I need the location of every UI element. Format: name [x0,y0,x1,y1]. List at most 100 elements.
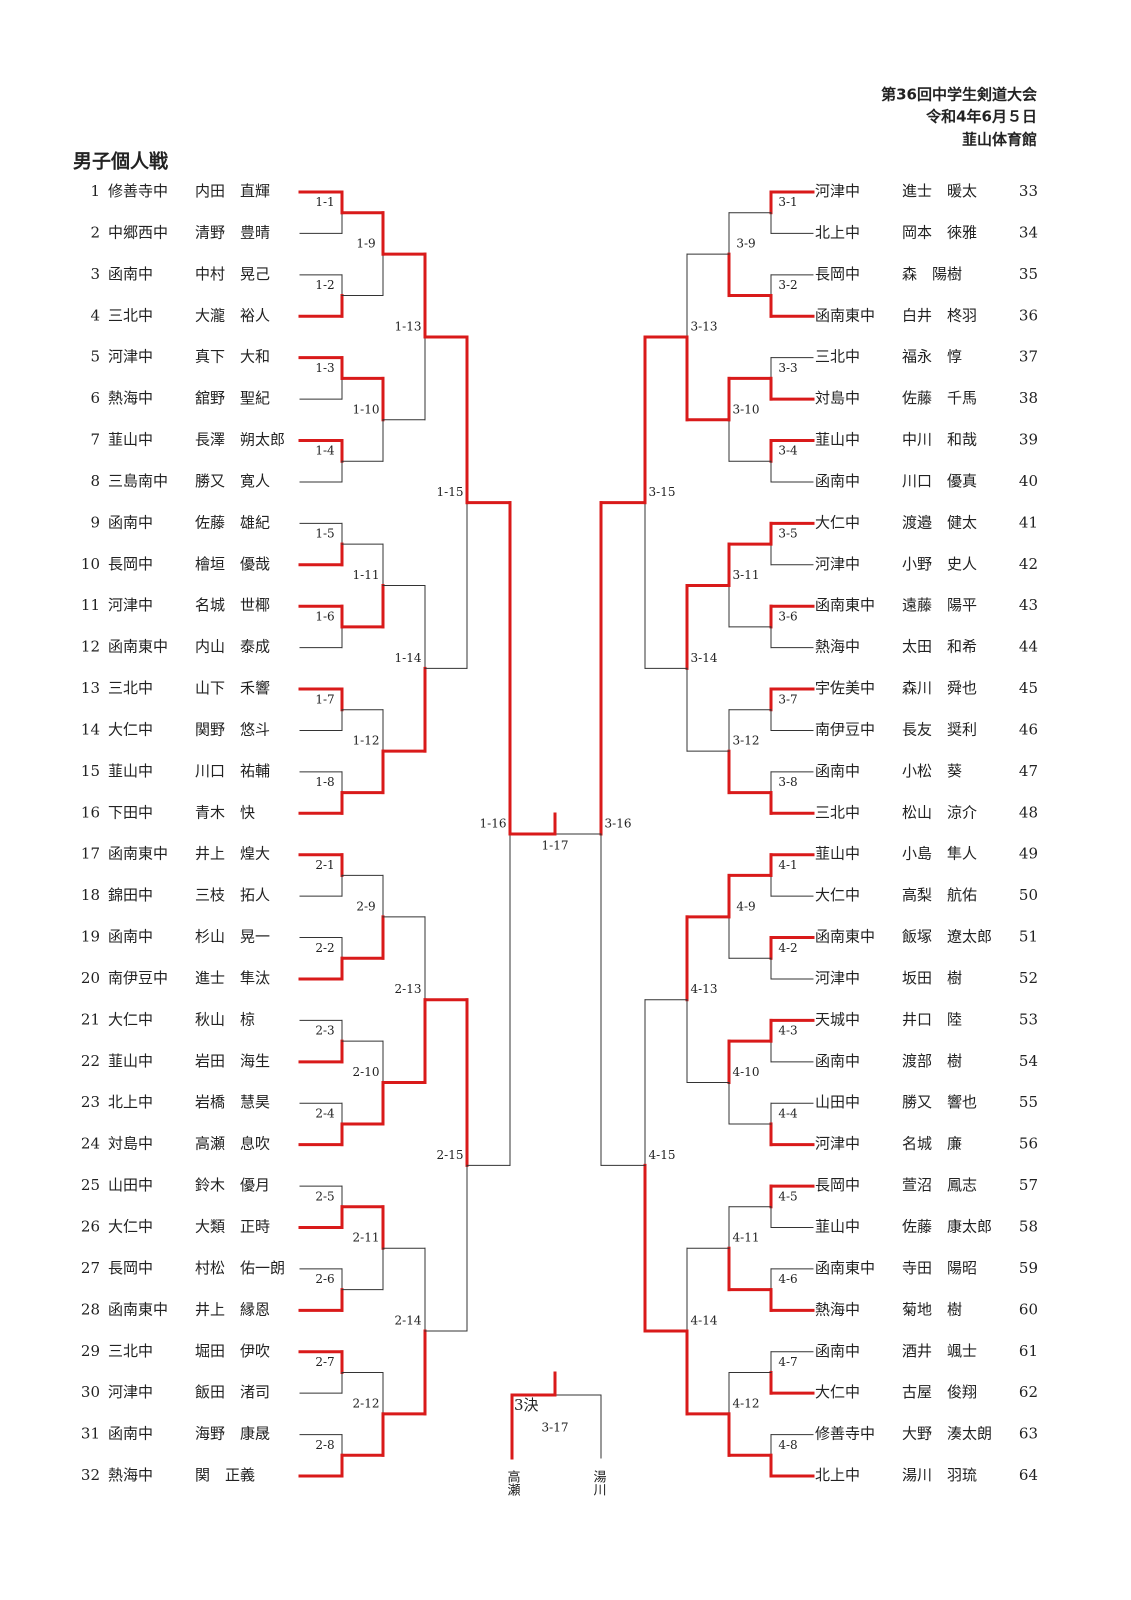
match-label: 1-15 [437,485,464,499]
player-name: 進士 隼汰 [195,969,270,987]
player-number: 9 [90,513,100,531]
match-label: 1-10 [353,402,380,416]
player-number: 59 [1019,1259,1038,1277]
match-label: 3-11 [733,568,760,582]
player-number: 14 [81,720,100,738]
player-name: 杉山 晃一 [195,928,270,946]
player-number: 61 [1019,1342,1038,1360]
player-name: 大瀧 裕人 [195,306,270,324]
player-number: 62 [1019,1383,1038,1401]
player-name: 高梨 航佑 [902,886,977,904]
match-label: 3-4 [778,444,798,458]
player-school: 函南中 [815,472,860,490]
player-number: 60 [1019,1300,1038,1318]
match-label: 4-8 [778,1438,797,1452]
match-label: 2-8 [315,1438,334,1452]
player-name: 太田 和希 [902,638,977,656]
player-number: 27 [81,1259,100,1277]
player-school: 河津中 [108,596,153,614]
player-number: 25 [81,1176,100,1194]
player-school: 南伊豆中 [815,720,875,738]
match-label: 4-3 [778,1024,797,1038]
player-name: 大類 正時 [195,1218,270,1236]
player-school: 長岡中 [815,1176,860,1194]
match-label: 2-9 [356,899,375,913]
player-school: 函南中 [815,1052,860,1070]
player-name: 井口 陸 [902,1010,962,1028]
player-name: 小野 史人 [902,555,977,573]
player-name: 古屋 俊翔 [902,1383,977,1401]
player-number: 39 [1019,431,1038,449]
player-school: 函南東中 [815,306,875,324]
header-line: 令和4年6月５日 [926,108,1037,126]
player-name: 関野 悠斗 [195,720,270,738]
player-school: 北上中 [815,1466,860,1484]
player-name: 長友 奨利 [902,720,977,738]
player-number: 26 [81,1218,100,1236]
match-label: 4-12 [733,1396,760,1410]
player-school: 三北中 [108,679,153,697]
player-school: 河津中 [815,1135,860,1153]
player-school: 熱海中 [108,389,153,407]
player-school: 中郷西中 [108,223,168,241]
match-label: 3-6 [778,609,797,623]
player-name: 飯塚 遼太郎 [902,928,992,946]
match-label: 3-1 [778,195,797,209]
player-number: 47 [1019,762,1038,780]
player-number: 33 [1019,182,1038,200]
player-name: 勝又 響也 [902,1093,977,1111]
match-label: 1-4 [315,444,335,458]
player-name: 岡本 徠雅 [902,223,977,241]
third-title: 3決 [514,1396,539,1414]
player-name: 高瀬 息吹 [195,1135,270,1153]
player-number: 4 [90,306,100,324]
player-school: 河津中 [108,348,153,366]
player-number: 48 [1019,803,1038,821]
player-school: 韮山中 [108,1052,153,1070]
player-name: 関 正義 [195,1466,255,1484]
player-number: 1 [90,182,100,200]
match-label: 1-6 [315,609,334,623]
match-label: 2-7 [315,1355,334,1369]
match-label: 4-13 [691,982,718,996]
player-number: 64 [1019,1466,1038,1484]
player-number: 20 [81,969,100,987]
match-label: 4-11 [733,1231,760,1245]
player-school: 三北中 [815,803,860,821]
player-number: 58 [1019,1218,1038,1236]
match-label: 1-17 [542,839,569,853]
player-name: 真下 大和 [195,348,270,366]
player-school: 大仁中 [108,1010,153,1028]
player-name: 内田 直輝 [195,182,270,200]
player-school: 熱海中 [108,1466,153,1484]
match-label: 2-3 [315,1024,334,1038]
match-label: 1-11 [353,568,380,582]
player-school: 函南東中 [815,596,875,614]
player-school: 函南東中 [815,1259,875,1277]
player-name: 大野 湊太朗 [902,1425,992,1443]
player-number: 17 [81,845,100,863]
match-label: 1-1 [315,195,334,209]
player-school: 大仁中 [815,513,860,531]
match-label: 2-10 [353,1065,380,1079]
match-label: 3-17 [542,1421,569,1435]
match-label: 4-14 [691,1314,718,1328]
match-label: 4-6 [778,1272,797,1286]
player-school: 熱海中 [815,1300,860,1318]
player-school: 山田中 [108,1176,153,1194]
player-school: 三北中 [815,348,860,366]
player-name: 堀田 伊吹 [195,1342,270,1360]
player-school: 三北中 [108,306,153,324]
player-number: 34 [1019,223,1038,241]
player-name: 渡邉 健太 [902,513,977,531]
player-name: 川口 祐輔 [195,762,270,780]
match-label: 1-14 [395,651,422,665]
player-name: 村松 佑一朗 [195,1259,285,1277]
match-label: 2-1 [315,858,334,872]
player-number: 29 [81,1342,100,1360]
player-number: 56 [1019,1135,1038,1153]
player-name: 飯田 渚司 [195,1383,270,1401]
player-number: 37 [1019,348,1038,366]
match-label: 1-9 [356,237,375,251]
